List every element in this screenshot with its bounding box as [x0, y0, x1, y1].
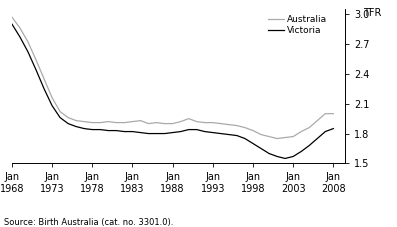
Line: Victoria: Victoria [12, 24, 333, 158]
Australia [98, 121, 103, 124]
Australia [331, 112, 336, 115]
Australia [58, 110, 62, 113]
Legend: Australia, Victoria: Australia, Victoria [268, 15, 328, 35]
Victoria [42, 87, 46, 90]
Victoria [275, 155, 279, 158]
Victoria [34, 69, 39, 71]
Victoria [130, 130, 135, 133]
Australia [50, 96, 54, 99]
Y-axis label: TFR: TFR [363, 7, 381, 17]
Victoria [82, 127, 87, 130]
Australia [82, 120, 87, 123]
Victoria [210, 131, 215, 134]
Australia [34, 59, 39, 61]
Australia [275, 137, 279, 140]
Australia [227, 123, 231, 126]
Australia [114, 121, 119, 124]
Australia [66, 116, 71, 119]
Australia [267, 135, 272, 138]
Australia [323, 112, 328, 115]
Australia [90, 121, 94, 124]
Victoria [170, 131, 175, 134]
Victoria [227, 133, 231, 136]
Victoria [195, 128, 199, 131]
Australia [130, 120, 135, 123]
Victoria [299, 150, 304, 153]
Victoria [90, 128, 94, 131]
Victoria [122, 130, 127, 133]
Australia [138, 119, 143, 122]
Australia [210, 121, 215, 124]
Australia [178, 120, 183, 123]
Australia [307, 126, 312, 129]
Australia [218, 122, 223, 125]
Australia [235, 124, 239, 127]
Victoria [315, 137, 320, 140]
Line: Australia: Australia [12, 17, 333, 138]
Australia [186, 117, 191, 120]
Australia [25, 41, 30, 43]
Australia [74, 119, 79, 122]
Australia [315, 119, 320, 122]
Victoria [106, 129, 111, 132]
Victoria [98, 128, 103, 131]
Victoria [258, 147, 263, 150]
Victoria [154, 132, 159, 135]
Victoria [267, 152, 272, 155]
Australia [162, 122, 167, 125]
Victoria [307, 144, 312, 147]
Australia [195, 120, 199, 123]
Victoria [25, 51, 30, 53]
Victoria [178, 130, 183, 133]
Victoria [283, 157, 287, 160]
Australia [291, 135, 295, 138]
Victoria [146, 132, 151, 135]
Australia [146, 122, 151, 125]
Australia [202, 121, 207, 124]
Victoria [74, 125, 79, 128]
Victoria [251, 142, 255, 145]
Victoria [243, 137, 247, 140]
Australia [283, 136, 287, 139]
Text: Source: Birth Australia (cat. no. 3301.0).: Source: Birth Australia (cat. no. 3301.0… [4, 218, 173, 227]
Victoria [235, 134, 239, 137]
Australia [251, 129, 255, 132]
Australia [17, 27, 22, 29]
Victoria [17, 36, 22, 38]
Victoria [218, 132, 223, 135]
Victoria [58, 116, 62, 119]
Australia [243, 126, 247, 129]
Victoria [162, 132, 167, 135]
Victoria [291, 155, 295, 158]
Victoria [114, 129, 119, 132]
Australia [106, 120, 111, 123]
Australia [122, 121, 127, 124]
Victoria [66, 122, 71, 125]
Australia [10, 16, 14, 18]
Australia [42, 77, 46, 80]
Australia [299, 130, 304, 133]
Victoria [331, 127, 336, 130]
Australia [170, 122, 175, 125]
Victoria [323, 130, 328, 133]
Victoria [10, 23, 14, 25]
Victoria [138, 131, 143, 134]
Australia [154, 121, 159, 124]
Australia [258, 133, 263, 136]
Victoria [202, 130, 207, 133]
Victoria [50, 104, 54, 107]
Victoria [186, 128, 191, 131]
